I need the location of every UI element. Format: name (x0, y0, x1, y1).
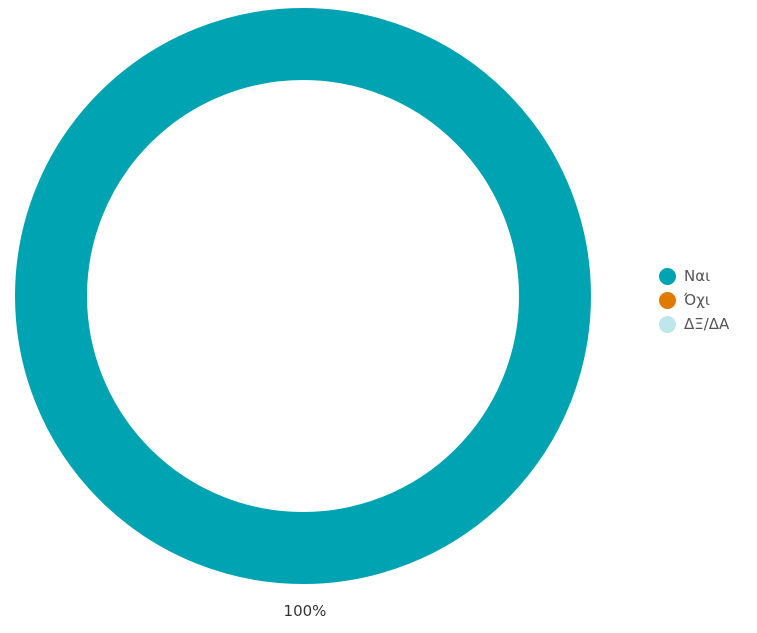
donut-slices (15, 8, 591, 584)
legend-swatch-oxi (659, 291, 676, 309)
legend-item-dx-da[interactable]: ΔΞ/ΔΑ (659, 312, 757, 336)
legend-swatch-dx-da (659, 315, 676, 333)
donut-slice-nai[interactable] (15, 8, 591, 584)
legend-label-dx-da: ΔΞ/ΔΑ (684, 315, 730, 333)
data-labels: 100% (284, 602, 327, 620)
legend-label-nai: Ναι (684, 267, 711, 285)
legend-label-oxi: Όχι (684, 291, 710, 309)
legend-item-oxi[interactable]: Όχι (659, 288, 757, 312)
legend-item-nai[interactable]: Ναι (659, 264, 757, 288)
legend-swatch-nai (659, 267, 676, 285)
data-label-0: 100% (284, 602, 327, 620)
legend: Ναι Όχι ΔΞ/ΔΑ (659, 264, 757, 336)
